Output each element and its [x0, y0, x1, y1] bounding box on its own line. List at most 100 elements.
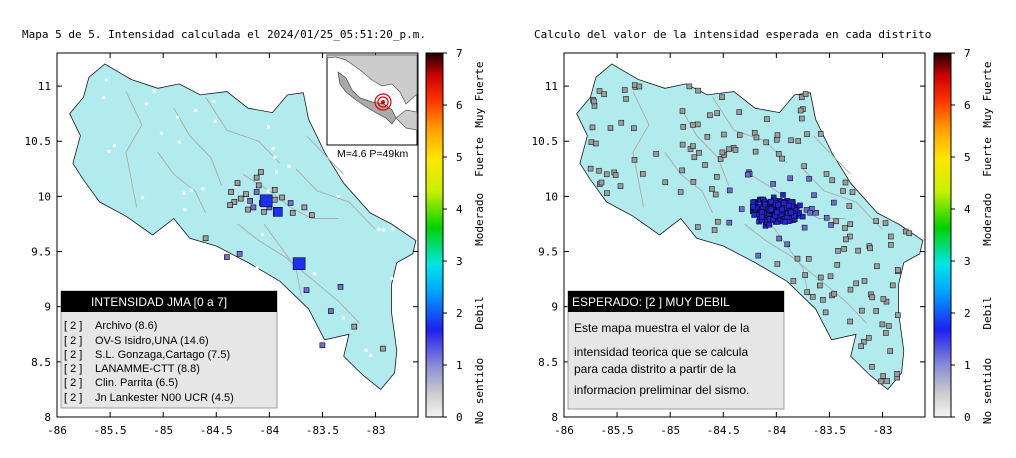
town-marker — [102, 96, 106, 100]
district-point — [607, 125, 614, 131]
station-point — [245, 206, 251, 213]
district-point — [847, 221, 854, 227]
colorbar-tick-label: 4 — [456, 203, 463, 216]
y-tick-label: 8 — [44, 411, 51, 424]
river-line — [295, 168, 376, 230]
legend-entry-label: Jn Lankester N00 UCR (4.5) — [95, 392, 234, 404]
station-point — [234, 180, 241, 186]
colorbar-tick-label: 7 — [964, 47, 971, 60]
district-point — [770, 181, 776, 187]
district-point — [780, 192, 786, 198]
district-point — [694, 121, 701, 128]
district-point — [817, 131, 824, 137]
colorbar-tick-label: 2 — [456, 307, 463, 320]
colorbar-tick-label: 0 — [456, 411, 463, 424]
district-point — [787, 175, 793, 182]
x-tick-label: -86 — [47, 424, 67, 437]
colorbar-ticks: 0 1 2 3 4 5 6 7 — [951, 47, 971, 424]
district-point — [889, 282, 896, 289]
y-tick-label: 10.5 — [532, 135, 559, 148]
district-point — [774, 132, 781, 138]
district-point — [861, 278, 868, 284]
district-point — [849, 189, 856, 195]
river-line — [263, 223, 302, 296]
district-point — [695, 87, 701, 94]
legend-entry-value: [ 2 ] — [64, 392, 82, 404]
district-point — [702, 162, 708, 168]
legend-entry-label: LANAMME-CTT (8.8) — [95, 363, 200, 375]
town-marker — [260, 232, 264, 236]
note-header — [568, 291, 784, 312]
district-point — [823, 215, 830, 221]
district-point — [744, 171, 751, 178]
intensity-map-panel: Mapa 5 de 5. Intensidad calculada el 202… — [22, 28, 486, 437]
district-point — [799, 115, 805, 122]
district-point — [807, 209, 813, 216]
district-point — [861, 338, 867, 345]
river-line — [802, 168, 883, 230]
district-point — [732, 147, 739, 153]
x-axis: -86 -85.5 -85 -84.5 -84 -83.5 -83 — [47, 53, 385, 437]
town-marker — [336, 194, 340, 198]
river-line — [173, 107, 223, 186]
district-point — [636, 83, 643, 90]
station-point — [351, 323, 358, 330]
district-point — [593, 140, 599, 147]
district-point — [806, 175, 812, 182]
district-point — [631, 125, 637, 131]
town-marker — [391, 227, 395, 231]
district-point — [887, 348, 893, 354]
colorbar-tick-label: 3 — [456, 255, 463, 268]
note-line: informacion preliminar del sismo. — [574, 383, 749, 397]
town-marker — [382, 228, 386, 232]
town-marker — [266, 189, 270, 193]
district-point — [886, 323, 892, 329]
x-tick-label: -83 — [873, 424, 893, 437]
colorbar-category-label: Debil — [473, 296, 486, 329]
district-point — [707, 112, 713, 119]
district-point — [858, 343, 864, 350]
district-point — [817, 282, 823, 289]
station-point — [289, 210, 296, 216]
district-point — [776, 235, 782, 242]
district-point — [906, 230, 913, 237]
inset-label-bg — [334, 146, 417, 160]
river-line — [125, 91, 143, 208]
district-point — [802, 91, 809, 97]
district-point — [726, 187, 733, 194]
town-marker — [390, 276, 394, 280]
district-point — [853, 280, 859, 287]
station-point — [258, 169, 264, 175]
colorbar-category-label: Muy Fuerte — [473, 61, 486, 127]
station-point — [261, 209, 267, 215]
y-tick-label: 10 — [545, 190, 558, 203]
district-point — [680, 124, 687, 130]
district-point — [775, 201, 781, 208]
district-point — [774, 261, 781, 267]
district-point — [784, 241, 790, 248]
y-tick-label: 11 — [545, 80, 558, 93]
station-point — [279, 194, 285, 201]
district-point — [873, 218, 879, 224]
station-point — [255, 182, 262, 189]
district-point — [589, 124, 596, 131]
district-point — [726, 146, 732, 153]
district-point — [842, 179, 849, 186]
district-point — [804, 289, 810, 295]
district-point — [679, 167, 685, 174]
town-marker — [144, 102, 148, 106]
district-point — [833, 218, 839, 225]
district-point — [801, 163, 807, 169]
inset-costa-rica — [337, 71, 397, 125]
colorbar-category-label: Muy Fuerte — [981, 61, 994, 127]
district-point — [762, 201, 768, 208]
district-point — [751, 212, 757, 218]
district-point — [847, 286, 854, 293]
colorbar-tick-label: 7 — [456, 47, 463, 60]
river-line — [306, 135, 345, 175]
town-marker — [369, 354, 373, 358]
town-marker — [113, 143, 117, 147]
district-point — [847, 318, 853, 325]
district-point — [596, 167, 602, 174]
